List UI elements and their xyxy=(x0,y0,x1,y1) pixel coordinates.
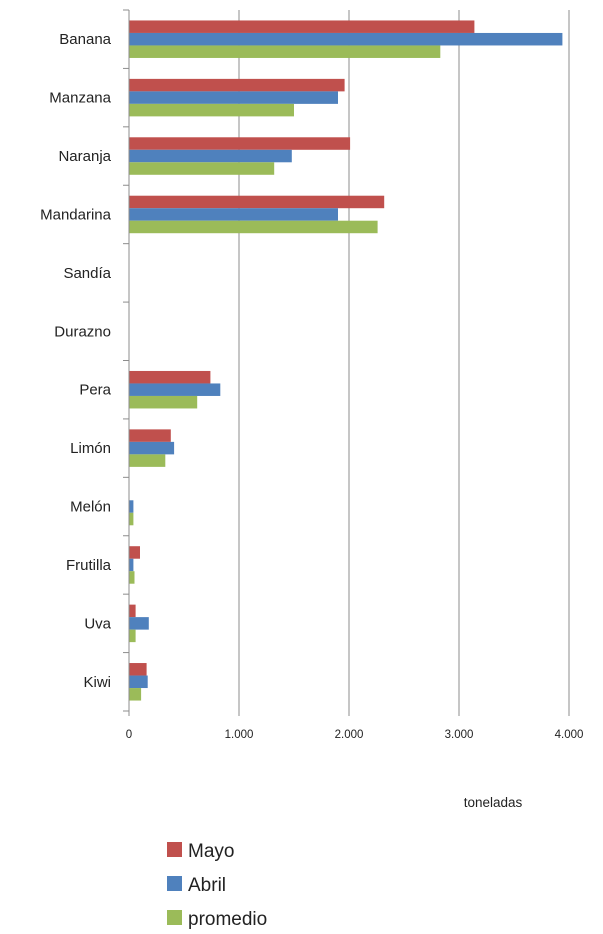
axes xyxy=(123,9,570,716)
legend-label: promedio xyxy=(188,909,267,930)
bar-mayo xyxy=(129,78,345,92)
bar-abril xyxy=(129,32,563,46)
bar-promedio xyxy=(129,571,135,584)
category-labels: Banana Manzana Naranja Mandarina Sandía Duraz… xyxy=(40,31,112,691)
x-tick-label: 2.000 xyxy=(335,729,364,741)
bar-promedio xyxy=(129,688,142,701)
category-label: Manzana xyxy=(49,90,111,107)
bar-mayo xyxy=(129,137,351,150)
x-tick-label: 0 xyxy=(126,729,132,741)
legend-swatch xyxy=(167,876,182,891)
category-label: Sandía xyxy=(63,265,111,282)
bars xyxy=(129,20,563,701)
legend-swatch xyxy=(167,910,182,925)
category-label: Mandarina xyxy=(40,206,112,223)
x-tick-label: 3.000 xyxy=(445,729,474,741)
x-axis-label: toneladas xyxy=(464,795,523,810)
bar-promedio xyxy=(129,512,134,526)
bar-abril xyxy=(129,500,134,513)
bar-abril xyxy=(129,558,134,572)
legend-label: Mayo xyxy=(188,841,234,862)
category-label: Durazno xyxy=(54,323,111,340)
bar-mayo xyxy=(129,20,475,33)
bar-mayo xyxy=(129,663,147,676)
category-label: Banana xyxy=(59,31,111,48)
bar-abril xyxy=(129,383,221,396)
bar-abril xyxy=(129,149,292,163)
bar-abril xyxy=(129,441,175,455)
bar-mayo xyxy=(129,429,171,442)
x-tick-label: 1.000 xyxy=(225,729,254,741)
category-label: Kiwi xyxy=(83,674,111,691)
category-label: Uva xyxy=(84,615,111,632)
bar-promedio xyxy=(129,629,136,643)
legend: Mayo Abril promedio xyxy=(167,841,267,930)
x-tick-label: 4.000 xyxy=(555,729,584,741)
gridlines xyxy=(238,10,570,711)
bar-mayo xyxy=(129,195,385,209)
category-label: Frutilla xyxy=(66,557,112,574)
bar-abril xyxy=(129,208,338,221)
legend-swatch xyxy=(167,842,182,857)
bar-mayo xyxy=(129,370,211,384)
x-tick-labels: 0 1.000 2.000 3.000 4.000 xyxy=(126,729,584,741)
bar-promedio xyxy=(129,162,275,175)
bar-promedio xyxy=(129,220,378,234)
category-label: Naranja xyxy=(58,148,111,165)
bar-promedio xyxy=(129,103,294,117)
bar-abril xyxy=(129,617,149,630)
category-label: Pera xyxy=(79,382,111,399)
legend-label: Abril xyxy=(188,875,226,896)
bar-promedio xyxy=(129,45,441,58)
bar-mayo xyxy=(129,546,140,559)
bar-mayo xyxy=(129,604,136,618)
bar-promedio xyxy=(129,395,198,409)
bar-promedio xyxy=(129,454,166,467)
category-label: Melón xyxy=(70,499,111,516)
bar-abril xyxy=(129,91,338,104)
category-label: Limón xyxy=(70,440,111,457)
bar-abril xyxy=(129,675,148,689)
